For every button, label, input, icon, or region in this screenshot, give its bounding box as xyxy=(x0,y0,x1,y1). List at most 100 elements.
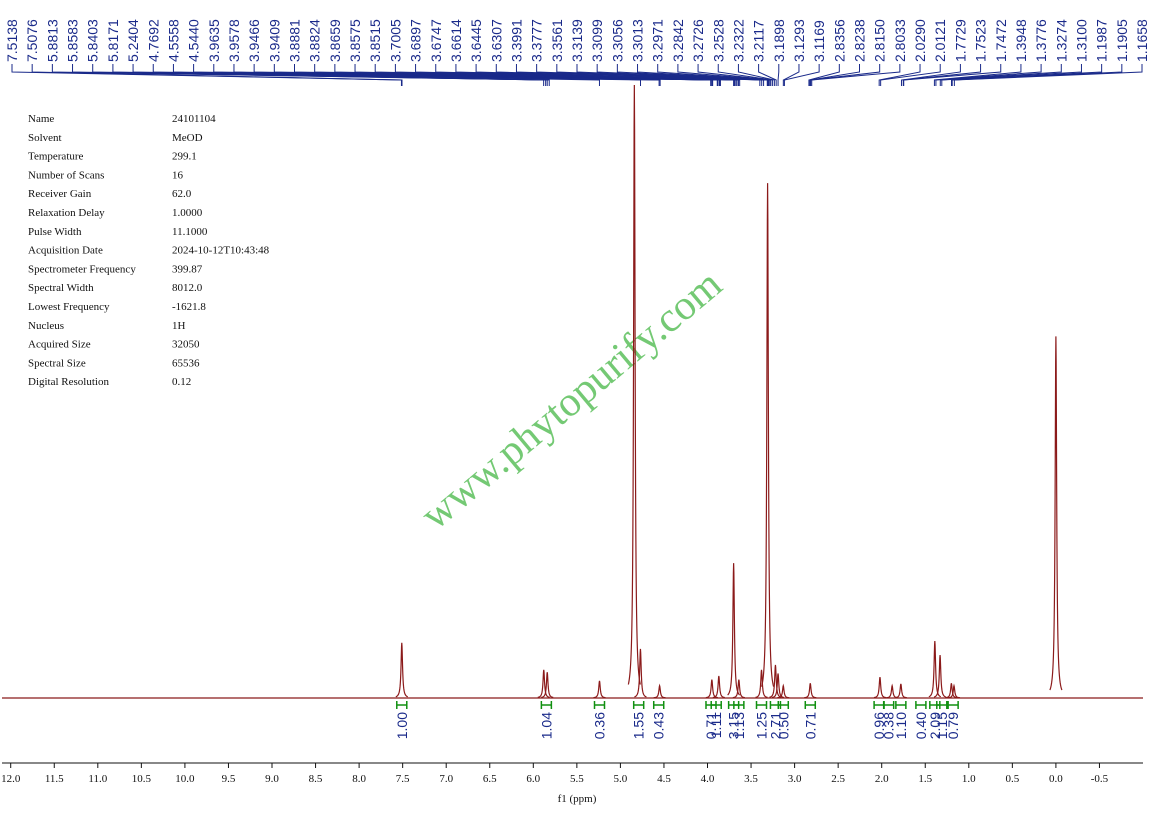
peak-label: 3.1169 xyxy=(811,20,827,62)
peak-connector xyxy=(933,64,1022,86)
peak-connector xyxy=(556,64,765,86)
integral-bracket xyxy=(540,701,553,709)
peak-connector xyxy=(900,64,961,86)
x-tick-label: 12.0 xyxy=(1,773,21,785)
param-name: Acquired Size xyxy=(28,339,91,351)
peak-label: 5.8403 xyxy=(85,19,101,62)
param-value: MeOD xyxy=(172,132,203,144)
peak-label: 3.3013 xyxy=(630,19,646,62)
peak-connector xyxy=(811,64,901,86)
peak-connector xyxy=(953,64,1143,86)
peak-label: 3.2322 xyxy=(730,19,746,62)
peak-connector xyxy=(782,64,800,86)
integral-bracket xyxy=(947,701,959,709)
peak-connector xyxy=(112,64,550,86)
peak-label: 3.1293 xyxy=(791,19,807,62)
integral-label: 2.09 xyxy=(927,712,943,739)
x-tick-label: 8.5 xyxy=(309,773,323,785)
peak-connector xyxy=(809,64,860,86)
peak xyxy=(593,680,606,699)
peak-connector xyxy=(878,64,921,86)
x-tick-label: 3.5 xyxy=(744,773,758,785)
integral-bracket xyxy=(593,701,606,709)
peak-connector xyxy=(903,64,1002,86)
integral-bracket xyxy=(396,701,408,709)
peak-label: 2.0290 xyxy=(912,19,928,62)
integral-bracket xyxy=(777,701,790,709)
peak-label: 2.8238 xyxy=(852,19,868,62)
peak xyxy=(873,677,887,699)
integral-bracket xyxy=(755,701,768,709)
peak-label: 3.6747 xyxy=(428,19,444,62)
param-name: Digital Resolution xyxy=(28,376,109,388)
param-value: 1H xyxy=(172,320,186,332)
peak-label: 1.3274 xyxy=(1053,19,1069,62)
param-name: Spectral Width xyxy=(28,282,94,294)
peak-connector xyxy=(717,64,774,86)
param-name: Spectrometer Frequency xyxy=(28,263,136,275)
integral-label: 0.71 xyxy=(703,712,719,739)
peak xyxy=(755,669,768,698)
peak-label: 3.6307 xyxy=(488,19,504,62)
peak-label: 3.8515 xyxy=(367,19,383,62)
param-name: Solvent xyxy=(28,132,62,144)
param-value: 2024-10-12T10:43:48 xyxy=(172,245,270,257)
param-value: 62.0 xyxy=(172,188,192,200)
x-tick-label: 8.0 xyxy=(352,773,366,785)
peak-connector xyxy=(758,64,777,86)
integral-label: 1.55 xyxy=(631,712,647,739)
integral-label: 1.00 xyxy=(394,712,410,739)
x-tick-label: 5.5 xyxy=(570,773,584,785)
integral-bracket xyxy=(733,701,745,709)
peak-label: 3.8575 xyxy=(347,19,363,62)
peak-label: 7.5076 xyxy=(24,19,40,62)
x-tick-label: 9.5 xyxy=(222,773,236,785)
peak xyxy=(732,679,745,699)
x-tick-label: 5.0 xyxy=(614,773,628,785)
peak xyxy=(727,563,741,696)
x-tick-label: 4.5 xyxy=(657,773,671,785)
integral-label: 0.71 xyxy=(802,712,818,739)
peak xyxy=(653,683,666,699)
peak-label: 3.8881 xyxy=(287,19,303,62)
peak-label: 3.3056 xyxy=(609,19,625,62)
peak-label: 3.2842 xyxy=(670,19,686,62)
peak-connector xyxy=(132,64,600,86)
peak-label: 3.3139 xyxy=(569,19,585,62)
integral-label: 1.15 xyxy=(934,712,950,739)
peak-label: 3.8824 xyxy=(307,19,323,62)
integral-label: 1.13 xyxy=(731,712,747,739)
x-tick-label: -0.5 xyxy=(1091,773,1109,785)
peak xyxy=(933,655,947,698)
peak-connector xyxy=(737,64,775,86)
peak xyxy=(947,683,961,699)
peak-label: 2.0121 xyxy=(932,19,948,62)
peak xyxy=(1049,336,1063,691)
x-tick-label: 10.5 xyxy=(132,773,152,785)
peak-connector xyxy=(810,64,881,86)
peak-label: 4.5440 xyxy=(186,19,202,62)
peak-label: 1.3948 xyxy=(1013,19,1029,62)
peak xyxy=(541,672,554,699)
param-value: 65536 xyxy=(172,357,200,369)
peak-label: 3.1898 xyxy=(771,19,787,62)
param-value: 11.1000 xyxy=(172,226,208,238)
peak-label: 1.1905 xyxy=(1114,19,1130,62)
peak-connector xyxy=(783,64,820,86)
peak-label: 3.3099 xyxy=(589,19,605,62)
peak xyxy=(705,679,718,699)
peak xyxy=(395,642,409,698)
param-value: 0.12 xyxy=(172,376,191,388)
peak-label: 2.8356 xyxy=(831,19,847,62)
peak-label: 3.3991 xyxy=(508,19,524,62)
param-name: Name xyxy=(28,113,54,125)
peak-label: 2.8033 xyxy=(892,19,908,62)
peak xyxy=(627,84,641,685)
peak-connector xyxy=(808,64,840,86)
peak-label: 3.2971 xyxy=(650,19,666,62)
peak-label: 1.7523 xyxy=(973,19,989,62)
peak xyxy=(804,683,817,699)
peak-connector xyxy=(677,64,771,86)
peak-label: 3.7005 xyxy=(387,19,403,62)
